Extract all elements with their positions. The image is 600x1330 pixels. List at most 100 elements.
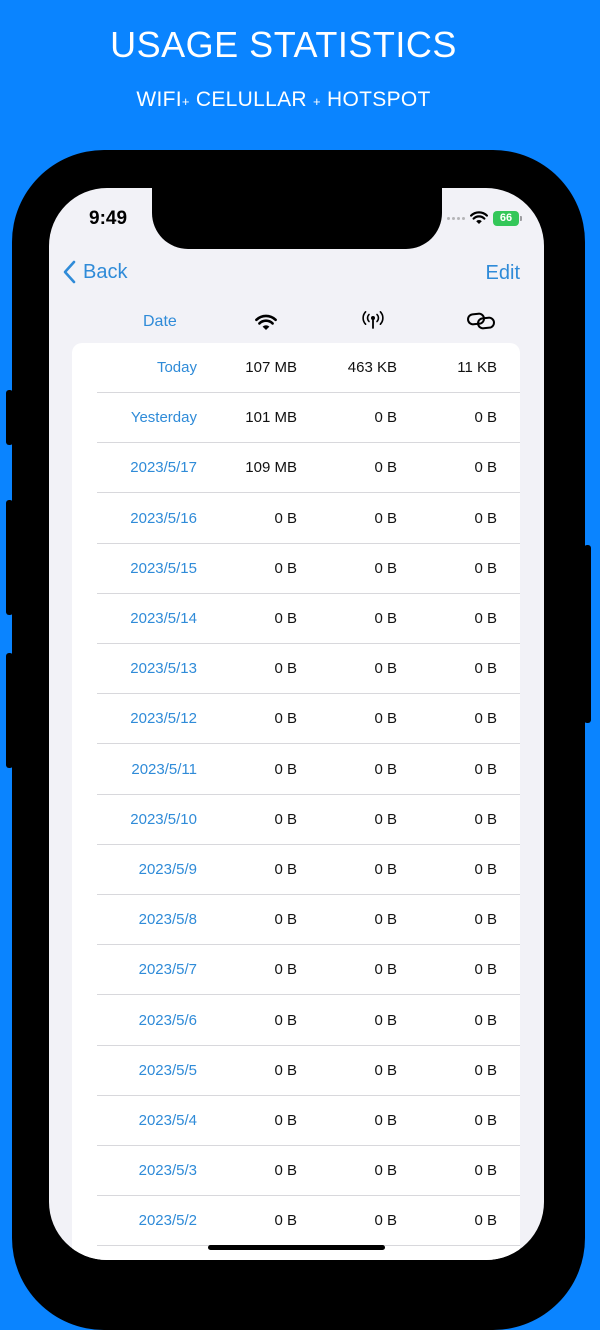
promo-subtitle-plus-2: + bbox=[313, 94, 321, 109]
row-cellular-usage: 0 B bbox=[374, 1162, 397, 1180]
row-divider bbox=[97, 1145, 520, 1146]
row-cellular-usage: 0 B bbox=[374, 1011, 397, 1029]
table-row[interactable]: 2023/5/8 0 B 0 B 0 B bbox=[97, 895, 520, 946]
row-wifi-usage: 0 B bbox=[274, 559, 297, 577]
status-indicators: 66 bbox=[447, 209, 522, 227]
table-row[interactable]: 2023/5/13 0 B 0 B 0 B bbox=[97, 644, 520, 695]
row-hotspot-usage: 0 B bbox=[474, 710, 497, 728]
silent-switch bbox=[6, 390, 13, 445]
row-date: Yesterday bbox=[130, 409, 197, 427]
table-row[interactable]: 2023/5/3 0 B 0 B 0 B bbox=[97, 1146, 520, 1197]
row-divider bbox=[97, 592, 520, 594]
row-date: 2023/5/14 bbox=[130, 610, 197, 627]
usage-table: Today 107 MB 463 KB 11 KB Yesterday 101 MB 0 B… bbox=[72, 343, 520, 1260]
row-cellular-usage: 0 B bbox=[374, 610, 397, 627]
table-row[interactable]: 2023/5/14 0 B 0 B 0 B bbox=[97, 594, 520, 644]
row-cellular-usage: 0 B bbox=[374, 760, 397, 778]
row-divider bbox=[97, 392, 520, 393]
row-cellular-usage: 0 B bbox=[374, 409, 397, 427]
table-row[interactable]: Yesterday 101 MB 0 B 0 B bbox=[97, 393, 520, 444]
link-icon[interactable] bbox=[466, 312, 496, 330]
row-cellular-usage: 0 B bbox=[374, 1212, 397, 1230]
row-hotspot-usage: 0 B bbox=[474, 1061, 497, 1079]
row-wifi-usage: 0 B bbox=[274, 1112, 297, 1129]
wifi-icon[interactable] bbox=[255, 314, 277, 331]
table-row[interactable]: 2023/5/4 0 B 0 B 0 B bbox=[97, 1096, 520, 1146]
table-row[interactable]: 2023/5/11 0 B 0 B 0 B bbox=[97, 745, 520, 795]
row-divider bbox=[97, 1195, 520, 1197]
table-row[interactable]: Today 107 MB 463 KB 11 KB bbox=[97, 343, 520, 393]
row-date: 2023/5/12 bbox=[130, 710, 197, 728]
row-hotspot-usage: 0 B bbox=[474, 760, 497, 778]
row-cellular-usage: 0 B bbox=[374, 961, 397, 979]
row-wifi-usage: 0 B bbox=[274, 1162, 297, 1180]
row-date: 2023/5/5 bbox=[138, 1061, 197, 1079]
promo-subtitle-wifi: WIFI bbox=[136, 88, 182, 111]
row-divider bbox=[97, 693, 520, 695]
status-time: 9:49 bbox=[89, 208, 128, 229]
back-button[interactable]: Back bbox=[63, 260, 127, 284]
row-cellular-usage: 0 B bbox=[374, 509, 397, 527]
row-hotspot-usage: 0 B bbox=[474, 1212, 497, 1230]
row-hotspot-usage: 0 B bbox=[474, 459, 497, 477]
table-row[interactable]: 2023/5/6 0 B 0 B 0 B bbox=[97, 996, 520, 1046]
row-cellular-usage: 0 B bbox=[374, 911, 397, 929]
table-row[interactable]: 2023/5/15 0 B 0 B 0 B bbox=[97, 544, 520, 594]
table-row[interactable]: 2023/5/10 0 B 0 B 0 B bbox=[97, 795, 520, 845]
row-hotspot-usage: 0 B bbox=[474, 610, 497, 627]
home-indicator[interactable] bbox=[208, 1245, 385, 1250]
chevron-left-icon bbox=[63, 260, 76, 284]
promo-title: USAGE STATISTICS bbox=[110, 24, 457, 65]
row-wifi-usage: 109 MB bbox=[245, 459, 297, 477]
row-date: 2023/5/4 bbox=[138, 1112, 197, 1129]
row-divider bbox=[97, 1094, 520, 1096]
row-divider bbox=[97, 894, 520, 895]
row-date: 2023/5/15 bbox=[130, 559, 197, 577]
promo-subtitle-hotspot: HOTSPOT bbox=[327, 88, 431, 111]
row-divider bbox=[97, 542, 520, 544]
row-wifi-usage: 0 B bbox=[274, 861, 297, 878]
table-row[interactable]: 2023/5/12 0 B 0 B 0 B bbox=[97, 694, 520, 745]
row-cellular-usage: 0 B bbox=[374, 810, 397, 828]
row-cellular-usage: 0 B bbox=[374, 559, 397, 577]
battery-icon: 66 bbox=[493, 210, 519, 226]
row-divider bbox=[97, 793, 520, 795]
row-cellular-usage: 0 B bbox=[374, 710, 397, 728]
row-hotspot-usage: 0 B bbox=[474, 1162, 497, 1180]
row-date: 2023/5/2 bbox=[138, 1212, 197, 1230]
row-hotspot-usage: 11 KB bbox=[457, 359, 497, 376]
cellular-antenna-icon[interactable] bbox=[361, 310, 385, 330]
table-row[interactable]: 2023/5/2 0 B 0 B 0 B bbox=[97, 1196, 520, 1247]
row-hotspot-usage: 0 B bbox=[474, 911, 497, 929]
row-hotspot-usage: 0 B bbox=[474, 509, 497, 527]
row-cellular-usage: 0 B bbox=[374, 1112, 397, 1129]
cellular-signal-icon bbox=[447, 216, 465, 220]
table-row[interactable]: 2023/5/7 0 B 0 B 0 B bbox=[97, 945, 520, 996]
volume-up-button bbox=[6, 500, 13, 615]
table-row[interactable]: 2023/5/9 0 B 0 B 0 B bbox=[97, 845, 520, 895]
table-row[interactable]: 2023/5/5 0 B 0 B 0 B bbox=[97, 1046, 520, 1096]
row-hotspot-usage: 0 B bbox=[474, 660, 497, 678]
row-hotspot-usage: 0 B bbox=[474, 409, 497, 427]
row-cellular-usage: 0 B bbox=[374, 459, 397, 477]
row-date: 2023/5/17 bbox=[130, 459, 197, 477]
row-wifi-usage: 0 B bbox=[274, 1011, 297, 1029]
promo-subtitle-cellular: CELULLAR bbox=[195, 88, 307, 111]
column-header-date[interactable]: Date bbox=[143, 313, 177, 330]
phone-screen: 9:49 66 Back Edit Date bbox=[49, 188, 544, 1260]
row-wifi-usage: 101 MB bbox=[245, 409, 297, 427]
row-wifi-usage: 0 B bbox=[274, 660, 297, 678]
row-hotspot-usage: 0 B bbox=[474, 961, 497, 979]
notch bbox=[152, 188, 442, 249]
row-date: 2023/5/11 bbox=[131, 760, 197, 778]
back-button-label: Back bbox=[83, 260, 128, 283]
row-wifi-usage: 0 B bbox=[274, 961, 297, 979]
row-divider bbox=[97, 1044, 520, 1046]
row-wifi-usage: 0 B bbox=[274, 509, 297, 527]
volume-down-button bbox=[6, 653, 13, 768]
table-row[interactable]: 2023/5/16 0 B 0 B 0 B bbox=[97, 494, 520, 544]
table-row[interactable]: 2023/5/17 109 MB 0 B 0 B bbox=[97, 443, 520, 494]
row-hotspot-usage: 0 B bbox=[474, 559, 497, 577]
row-cellular-usage: 0 B bbox=[374, 660, 397, 678]
edit-button[interactable]: Edit bbox=[485, 262, 520, 284]
